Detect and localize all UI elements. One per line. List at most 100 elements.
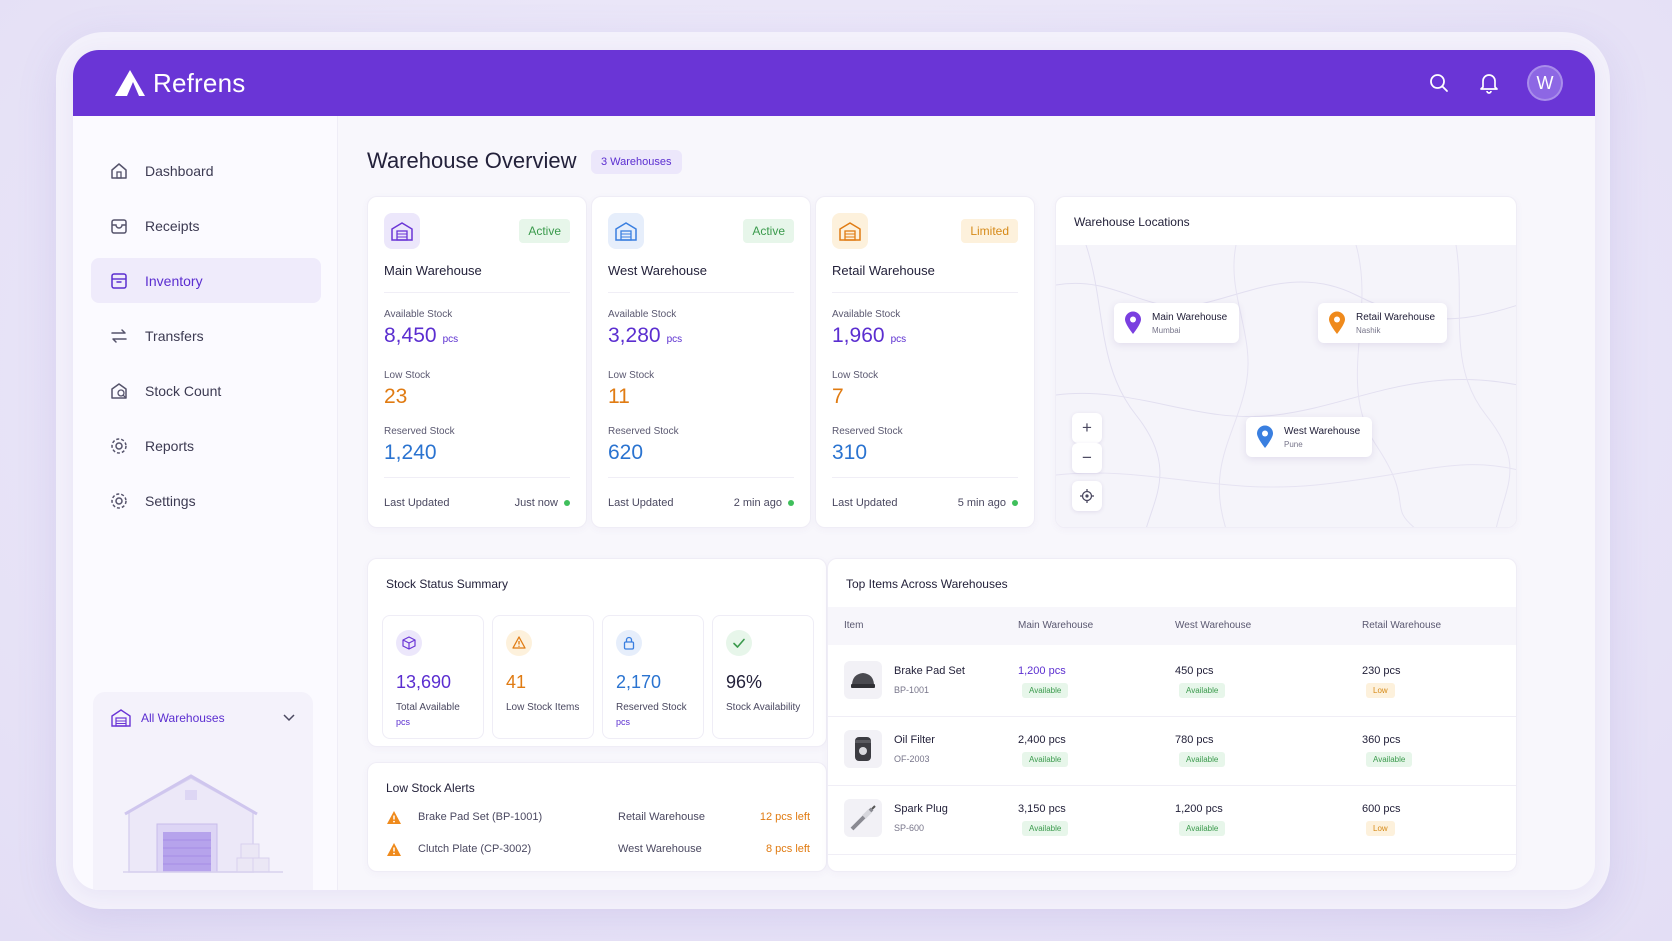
stock-cell: 780 pcs Available bbox=[1175, 734, 1226, 767]
top-bar: Refrens W bbox=[73, 50, 1595, 116]
warehouse-card[interactable]: Active West Warehouse Available Stock 3,280… bbox=[591, 196, 811, 528]
bell-icon[interactable] bbox=[1477, 71, 1501, 95]
sidebar-item-receipts[interactable]: Receipts bbox=[91, 203, 321, 248]
sidebar-item-reports[interactable]: Reports bbox=[91, 423, 321, 468]
warehouse-name: Retail Warehouse bbox=[832, 263, 935, 278]
sidebar-item-stock-count[interactable]: Stock Count bbox=[91, 368, 321, 413]
warehouse-card[interactable]: Active Main Warehouse Available Stock 8,450… bbox=[367, 196, 587, 528]
item-name: Spark Plug bbox=[894, 803, 948, 815]
sidebar-item-transfers[interactable]: Transfers bbox=[91, 313, 321, 358]
warehouse-filter-dropdown[interactable]: All Warehouses bbox=[93, 692, 313, 744]
online-dot-icon bbox=[788, 500, 794, 506]
divider bbox=[384, 477, 570, 478]
status-badge: Active bbox=[519, 219, 570, 243]
pin-name: Main Warehouse bbox=[1152, 311, 1228, 323]
page-title: Warehouse Overview bbox=[367, 148, 577, 173]
status-pill: Available bbox=[1022, 752, 1069, 767]
alert-row[interactable]: Clutch Plate (CP-3002) West Warehouse 8 pc… bbox=[386, 841, 810, 857]
divider bbox=[832, 292, 1018, 293]
table-header: Item Main Warehouse West Warehouse Retai… bbox=[828, 607, 1516, 645]
online-dot-icon bbox=[1012, 500, 1018, 506]
item-name: Brake Pad Set bbox=[894, 665, 965, 677]
low-stock-value: 7 bbox=[832, 385, 844, 408]
target-icon bbox=[1080, 489, 1094, 503]
alert-remaining: 12 pcs left bbox=[759, 811, 810, 823]
map-pin-card[interactable]: Main Warehouse Mumbai bbox=[1114, 303, 1240, 343]
sidebar-item-dashboard[interactable]: Dashboard bbox=[91, 148, 321, 193]
search-icon[interactable] bbox=[1427, 71, 1451, 95]
alert-row[interactable]: Brake Pad Set (BP-1001) Retail Warehouse 1… bbox=[386, 809, 810, 825]
top-items-title: Top Items Across Warehouses bbox=[846, 577, 1008, 591]
locate-me-button[interactable] bbox=[1072, 481, 1102, 511]
status-badge: Limited bbox=[961, 219, 1018, 243]
summary-tile[interactable]: 2,170 Reserved Stock pcs bbox=[602, 615, 704, 739]
summary-value: 2,170 bbox=[616, 672, 662, 692]
last-updated-label: Last Updated bbox=[384, 497, 450, 509]
available-stock-value: 1,960 pcs bbox=[832, 324, 907, 347]
column-header[interactable]: Main Warehouse bbox=[1018, 620, 1094, 631]
summary-tile[interactable]: 96% Stock Availability bbox=[712, 615, 814, 739]
stock-cell: 230 pcs Low bbox=[1362, 665, 1401, 698]
sidebar-item-settings[interactable]: Settings bbox=[91, 478, 321, 523]
warehouse-filter-panel: All Warehouses bbox=[93, 692, 313, 890]
check-icon bbox=[726, 630, 752, 656]
settings-icon bbox=[111, 492, 127, 509]
summary-tile[interactable]: 41 Low Stock Items bbox=[492, 615, 594, 739]
table-row[interactable]: Oil Filter OF-2003 2,400 pcs Available 780 p… bbox=[828, 714, 1516, 786]
zoom-out-button[interactable]: − bbox=[1072, 443, 1102, 473]
stock-cell: 1,200 pcs Available bbox=[1175, 803, 1226, 836]
sidebar-item-label: Reports bbox=[145, 437, 195, 454]
status-pill: Low bbox=[1366, 821, 1395, 836]
map-pin-card[interactable]: West Warehouse Pune bbox=[1246, 417, 1373, 457]
map-pin-icon bbox=[1329, 311, 1345, 334]
sidebar-item-label: Dashboard bbox=[145, 162, 214, 179]
summary-title: Stock Status Summary bbox=[386, 577, 509, 591]
reserved-stock-label: Reserved Stock bbox=[608, 426, 679, 437]
last-updated-label: Last Updated bbox=[832, 497, 898, 509]
alert-item: Clutch Plate (CP-3002) bbox=[418, 843, 532, 855]
warehouse-card[interactable]: Limited Retail Warehouse Available Stock 1,… bbox=[815, 196, 1035, 528]
map-pin-card[interactable]: Retail Warehouse Nashik bbox=[1318, 303, 1448, 343]
pin-city: Nashik bbox=[1356, 325, 1381, 335]
chevron-down-icon bbox=[283, 714, 295, 722]
available-stock-value: 3,280 pcs bbox=[608, 324, 683, 347]
column-header[interactable]: Item bbox=[844, 620, 864, 631]
reserved-stock-value: 620 bbox=[608, 441, 644, 464]
stock-count-icon bbox=[111, 382, 127, 399]
pin-name: West Warehouse bbox=[1284, 425, 1361, 437]
status-pill: Low bbox=[1366, 683, 1395, 698]
stock-status-summary-card: Stock Status Summary 13,690 Total Availab… bbox=[367, 558, 827, 747]
column-header[interactable]: Retail Warehouse bbox=[1362, 620, 1442, 631]
column-header[interactable]: West Warehouse bbox=[1175, 620, 1252, 631]
status-pill: Available bbox=[1179, 683, 1226, 698]
last-updated-value: Just now bbox=[515, 497, 570, 509]
summary-label: Reserved Stock pcs bbox=[616, 702, 687, 727]
status-badge: Active bbox=[743, 219, 794, 243]
low-stock-value: 11 bbox=[608, 385, 630, 408]
avatar[interactable]: W bbox=[1527, 65, 1563, 101]
brand-name: Refrens bbox=[153, 67, 246, 98]
pin-city: Pune bbox=[1284, 439, 1303, 449]
table-row[interactable]: Brake Pad Set BP-1001 1,200 pcs Available 45… bbox=[828, 645, 1516, 717]
alert-warehouse: Retail Warehouse bbox=[618, 811, 706, 823]
warning-icon bbox=[387, 810, 401, 824]
reserved-stock-value: 310 bbox=[832, 441, 868, 464]
pin-city: Mumbai bbox=[1152, 325, 1181, 335]
map[interactable]: Main Warehouse Mumbai Retail Warehouse Nash… bbox=[1056, 245, 1516, 527]
warehouse-locations-card: Warehouse Locations Main Warehouse Mumbai… bbox=[1055, 196, 1517, 528]
available-stock-label: Available Stock bbox=[384, 309, 453, 320]
reserved-stock-value: 1,240 bbox=[384, 441, 437, 464]
warehouse-name: West Warehouse bbox=[608, 263, 707, 278]
map-pin-icon bbox=[1257, 425, 1273, 448]
alert-warehouse: West Warehouse bbox=[618, 843, 702, 855]
item-sku: SP-600 bbox=[894, 823, 925, 833]
sidebar-item-inventory[interactable]: Inventory bbox=[91, 258, 321, 303]
sidebar-item-label: Inventory bbox=[145, 272, 203, 289]
status-pill: Available bbox=[1179, 821, 1226, 836]
warehouse-icon bbox=[111, 709, 131, 727]
summary-tile[interactable]: 13,690 Total Available pcs bbox=[382, 615, 484, 739]
table-row[interactable]: Spark Plug SP-600 3,150 pcs Available 1,200 … bbox=[828, 783, 1516, 855]
zoom-in-button[interactable]: + bbox=[1072, 413, 1102, 443]
last-updated-label: Last Updated bbox=[608, 497, 674, 509]
brand-logo[interactable]: Refrens bbox=[115, 68, 245, 99]
